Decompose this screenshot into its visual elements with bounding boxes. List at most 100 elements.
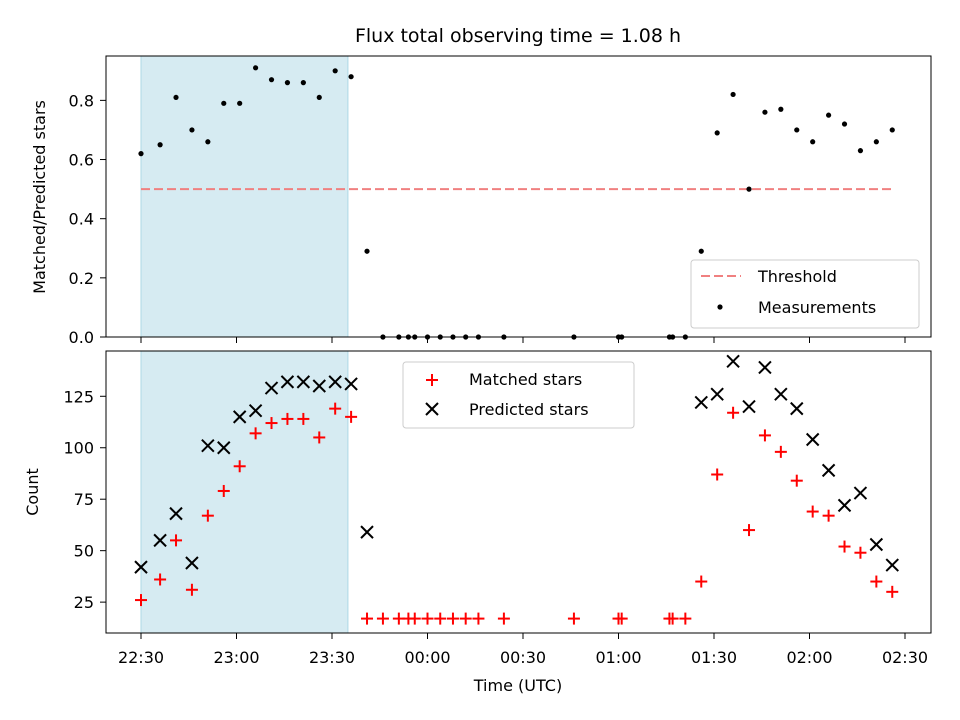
predicted-star-point (217, 441, 231, 455)
measurement-point (237, 100, 243, 106)
measurement-point (730, 91, 736, 98)
predicted-star-point (169, 506, 183, 521)
bottom-plot-frame (105, 350, 932, 634)
top-y-tick-label: 0.6 (69, 151, 94, 170)
measurement-point (778, 106, 784, 112)
measurement-point (268, 77, 275, 83)
matched-star-point (695, 575, 708, 588)
measurement-point (316, 94, 322, 101)
bottom-series-layer (134, 354, 899, 625)
matched-star-point (297, 412, 310, 425)
measurement-point (698, 248, 704, 254)
matched-star-point (472, 612, 485, 625)
predicted-star-point (328, 375, 342, 389)
predicted-star-point (742, 399, 756, 414)
measurement-point (189, 127, 195, 133)
predicted-star-point (201, 438, 215, 453)
bottom-y-axis: 25 50 75 100 125 (63, 387, 106, 612)
measurement-point (205, 139, 211, 145)
top-legend: Threshold Measurements (690, 259, 920, 329)
bottom-panel: 25 50 75 100 125 22:30 23:00 23:30 00:00 00:30 01… (23, 350, 932, 695)
predicted-star-point (710, 387, 724, 401)
matched-star-point (135, 594, 147, 607)
top-y-tick-label: 0.0 (69, 328, 94, 347)
matched-star-point (345, 410, 358, 423)
legend-matched-swatch (426, 374, 438, 386)
predicted-star-point (821, 463, 836, 478)
top-y-axis-label: Matched/Predicted stars (30, 100, 49, 294)
matched-star-point (170, 534, 183, 547)
bottom-x-axis: 22:30 23:00 23:30 00:00 00:30 01:00 01:30 02:00… (118, 633, 928, 667)
matched-star-point (870, 575, 883, 588)
bottom-y-tick-label: 50 (74, 542, 94, 561)
matched-star-point (421, 612, 434, 625)
top-y-axis: 0.0 0.2 0.4 0.6 0.8 (69, 91, 106, 347)
measurement-point (300, 80, 306, 86)
measurement-point (810, 139, 816, 145)
matched-star-point (743, 524, 756, 537)
matched-star-point (376, 612, 389, 625)
matched-star-point (774, 445, 787, 458)
matched-star-point (497, 612, 510, 625)
bottom-y-tick-label: 25 (74, 593, 94, 612)
measurement-point (746, 186, 752, 192)
bottom-x-tick-label: 23:00 (213, 648, 259, 667)
measurement-point (284, 80, 291, 86)
measurement-point (857, 148, 864, 154)
measurement-point (348, 74, 354, 80)
matched-star-point (459, 612, 472, 625)
matched-star-point (281, 412, 294, 425)
top-legend-box (690, 259, 920, 329)
matched-star-point (615, 612, 628, 625)
matched-star-point (679, 612, 692, 625)
bottom-x-tick-label: 00:30 (500, 648, 546, 667)
bottom-y-tick-label: 75 (74, 490, 94, 509)
measurement-point (253, 65, 259, 71)
measurement-point (364, 248, 370, 254)
legend-matched-label: Matched stars (469, 370, 582, 389)
predicted-star-point (248, 403, 263, 418)
measurement-point (841, 121, 848, 127)
matched-star-point (838, 540, 851, 553)
bottom-x-tick-label: 23:30 (309, 648, 355, 667)
matched-star-point (329, 402, 342, 415)
measurement-point (157, 142, 163, 148)
predicted-star-point (805, 432, 820, 447)
matched-star-point (313, 431, 326, 444)
legend-predicted-swatch (425, 402, 439, 416)
measurement-point (173, 94, 179, 101)
bottom-legend: Matched stars Predicted stars (402, 361, 635, 429)
bottom-legend-box (402, 361, 635, 429)
matched-star-point (265, 417, 278, 430)
predicted-star-point (232, 410, 247, 424)
top-series-layer (138, 65, 895, 340)
matched-star-point (201, 509, 214, 522)
matched-star-point (154, 573, 167, 586)
measurement-point (714, 130, 720, 136)
measurement-point (221, 100, 227, 106)
bottom-x-tick-label: 01:30 (691, 648, 737, 667)
matched-star-point (822, 509, 835, 522)
measurement-point (762, 109, 768, 115)
measurement-point (889, 127, 895, 133)
predicted-star-point (296, 375, 311, 389)
bottom-y-tick-label: 125 (63, 387, 94, 406)
matched-star-point (249, 427, 262, 440)
matched-star-point (408, 612, 421, 625)
predicted-star-point (134, 560, 148, 574)
predicted-star-point (774, 387, 788, 401)
predicted-star-point (153, 533, 167, 548)
bottom-x-tick-label: 01:00 (595, 648, 641, 667)
bottom-x-tick-label: 22:30 (118, 648, 164, 667)
legend-threshold-label: Threshold (757, 267, 837, 286)
predicted-star-point (344, 377, 358, 391)
x-axis-label: Time (UTC) (473, 676, 562, 695)
matched-star-point (434, 612, 447, 625)
top-y-tick-label: 0.2 (69, 269, 94, 288)
matched-star-point (886, 585, 899, 598)
matched-star-point (233, 460, 246, 473)
matched-star-point (217, 484, 230, 497)
predicted-star-point (853, 486, 868, 500)
top-y-tick-label: 0.8 (69, 91, 94, 110)
